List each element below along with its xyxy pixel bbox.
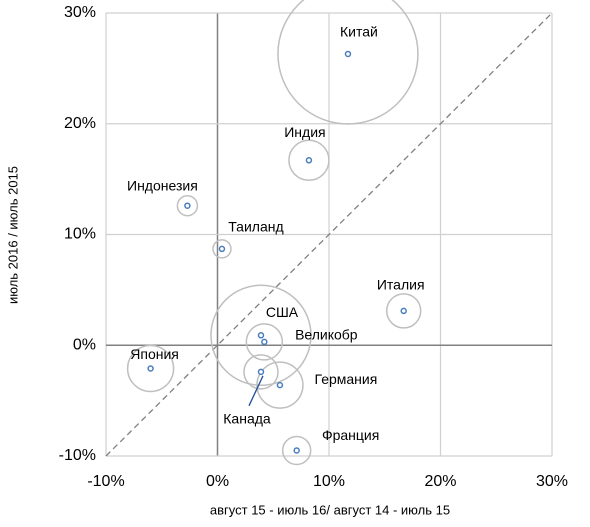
point-label: Таиланд xyxy=(228,219,283,235)
point-dot xyxy=(147,365,154,372)
point-label: Канада xyxy=(223,411,271,427)
point-dot xyxy=(400,307,407,315)
bubble xyxy=(256,361,304,409)
bubble xyxy=(277,0,419,125)
x-tick-label: 0% xyxy=(206,473,229,490)
y-tick-label: 0% xyxy=(73,336,96,353)
point-dot xyxy=(305,157,313,164)
y-tick-label: 30% xyxy=(64,4,96,21)
x-tick-label: 20% xyxy=(424,473,456,490)
point-dot xyxy=(293,447,300,454)
bubble xyxy=(176,194,199,217)
point-dot xyxy=(184,202,191,209)
y-tick-label: -10% xyxy=(59,447,96,464)
bubble xyxy=(243,354,279,390)
point-dot xyxy=(218,245,226,253)
point-dot xyxy=(257,332,265,339)
y-tick-label: 10% xyxy=(64,226,96,243)
bubble xyxy=(126,344,175,393)
point-label: Франция xyxy=(322,427,379,443)
point-label: Италия xyxy=(377,277,425,293)
x-tick-label: 10% xyxy=(313,473,345,490)
bubble xyxy=(212,239,232,259)
point-dot xyxy=(276,381,284,389)
leader-line xyxy=(248,375,264,407)
point-label: Великобр xyxy=(295,327,358,343)
bubble xyxy=(385,293,422,329)
bubble xyxy=(210,284,312,387)
point-label: Германия xyxy=(315,371,378,387)
bubble xyxy=(288,139,330,182)
point-dot xyxy=(257,368,265,376)
point-label: Индия xyxy=(284,124,325,140)
point-label: Индонезия xyxy=(127,177,198,193)
y-tick-label: 20% xyxy=(64,115,96,132)
point-dot xyxy=(261,338,268,346)
point-label: США xyxy=(266,304,299,320)
bubble xyxy=(281,435,312,466)
y-axis-label: июль 2016 / июль 2015 xyxy=(5,166,20,304)
point-label: Япония xyxy=(130,346,179,362)
x-tick-label: -10% xyxy=(87,473,124,490)
point-dot xyxy=(344,50,352,58)
x-tick-label: 30% xyxy=(536,473,568,490)
x-axis-label: август 15 - июль 16/ август 14 - июль 15 xyxy=(210,502,450,517)
bubble xyxy=(245,323,284,361)
diagonal-line xyxy=(105,12,553,457)
point-label: Китай xyxy=(340,24,378,40)
